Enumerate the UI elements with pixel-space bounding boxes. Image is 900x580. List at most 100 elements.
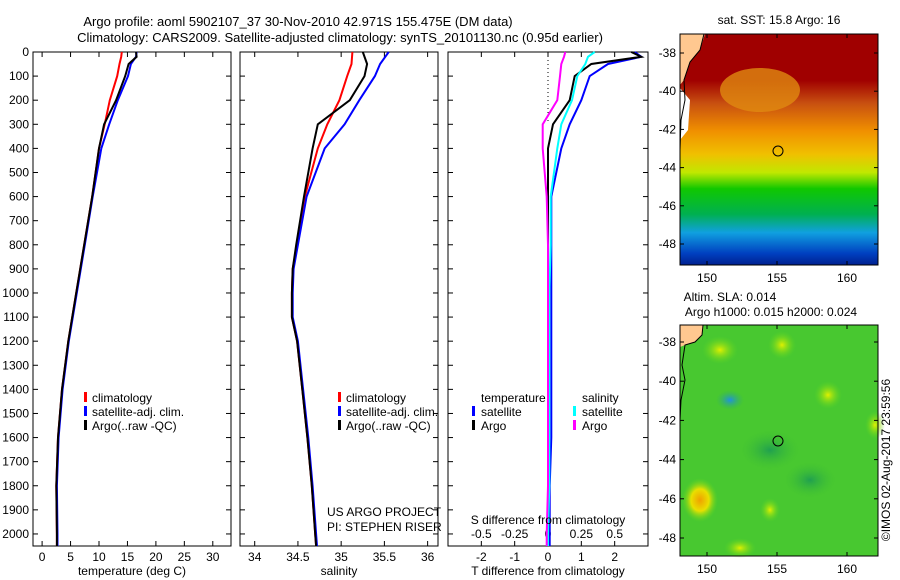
legend-label: satellite-adj. clim. [92, 405, 184, 419]
land-icon [680, 325, 703, 347]
sla-feature [682, 478, 718, 522]
x-tick-label: 30 [206, 550, 220, 564]
plot-frame [239, 51, 439, 547]
lat-tick-label: -46 [659, 492, 677, 506]
legend-heading-temperature: temperature [481, 391, 546, 405]
lat-tick-label: -42 [659, 413, 677, 427]
y-tick-label: 1500 [2, 406, 29, 420]
sla-feature [716, 390, 744, 410]
legend-swatch-s-satellite [573, 406, 576, 416]
x-tick-label: 34.5 [286, 550, 310, 564]
sla-feature [865, 411, 885, 439]
series-line-argo-raw-qc- [290, 51, 369, 547]
legend-label: Argo(..raw -QC) [92, 419, 177, 433]
legend-swatch-climatology [338, 392, 341, 402]
series-line-salinity-satellite [547, 51, 596, 546]
y-tick-label: 200 [9, 93, 29, 107]
y-tick-label: 700 [9, 214, 29, 228]
x-tick-label: 25 [178, 550, 192, 564]
s-diff-axis-label: S difference from climatology [471, 513, 626, 527]
difference-panel: -2 -1 0 1 2-0.5 -0.25 0 0.25 0.5T difference fro… [447, 51, 649, 578]
sla-feature [760, 498, 780, 522]
series-line-argo-raw-qc- [55, 51, 138, 546]
sla-map-ticks: -38 -40 -42 -44 -46 -48 150 155 160 [659, 325, 878, 576]
legend-label: Argo(..raw -QC) [346, 419, 431, 433]
legend-swatch-climatology [84, 392, 87, 402]
salinity-panel: 34 34.5 35 35.5 36 salinity [239, 51, 439, 578]
sst-map [679, 33, 879, 266]
y-tick-label: 1400 [2, 382, 29, 396]
argo-position-marker [772, 435, 784, 447]
lon-tick-label: 155 [767, 562, 787, 576]
project-label: US ARGO PROJECT [327, 505, 442, 519]
x-tick-label: 15 [121, 550, 135, 564]
x-tick-label: 36 [421, 550, 435, 564]
x-tick-label: 10 [92, 550, 106, 564]
salinity-legend: climatology satellite-adj. clim. Argo(..… [338, 391, 438, 433]
lon-tick-label: 160 [837, 271, 857, 285]
y-tick-label: 1100 [3, 310, 29, 324]
lat-tick-label: -38 [659, 46, 677, 60]
legend-swatch-t-satellite [472, 406, 475, 416]
y-tick-label: 1800 [2, 479, 29, 493]
temperature-legend: climatology satellite-adj. clim. Argo(..… [84, 391, 184, 433]
title-line-2: Climatology: CARS2009. Satellite-adjuste… [77, 30, 603, 45]
legend-label: Argo [481, 419, 507, 433]
x-axis-label: temperature (deg C) [78, 564, 186, 578]
lon-tick-label: 155 [767, 271, 787, 285]
sla-feature [724, 538, 756, 558]
imos-credit: ©IMOS 02-Aug-2017 23:59:56 [879, 379, 893, 542]
title-line-1: Argo profile: aoml 5902107_37 30-Nov-201… [83, 14, 512, 29]
x-tick-label: 35 [334, 550, 348, 564]
legend-label: satellite [481, 405, 522, 419]
x-tick-label: 5 [67, 550, 74, 564]
x-tick-label: 2 [611, 550, 618, 564]
series-line-satellite-adj-clim- [291, 51, 390, 547]
lon-tick-label: 150 [697, 562, 717, 576]
legend-swatch-t-argo [472, 420, 475, 430]
lat-tick-label: -48 [659, 531, 677, 545]
x-tick-label: 34 [248, 550, 262, 564]
sla-feature [768, 331, 796, 359]
lat-tick-label: -44 [659, 161, 677, 175]
y-tick-label: 2000 [2, 527, 29, 541]
legend-label: climatology [346, 391, 406, 405]
pi-label: PI: STEPHEN RISER [327, 520, 442, 534]
coastline [679, 33, 705, 151]
legend-swatch-satellite [338, 406, 341, 416]
sst-warm-feature [720, 68, 800, 112]
x-tick-label: -2 [476, 550, 487, 564]
series-line-satellite-adj-clim- [55, 51, 138, 546]
y-tick-label: 800 [9, 238, 29, 252]
y-tick-label: 600 [9, 190, 29, 204]
series-line-salinity-argo [541, 51, 567, 546]
legend-heading-salinity: salinity [582, 391, 619, 405]
sla-feature [702, 336, 738, 364]
y-tick-label: 900 [9, 262, 29, 276]
lon-tick-label: 150 [697, 271, 717, 285]
legend-swatch-argo [84, 420, 87, 430]
lat-tick-label: -48 [659, 237, 677, 251]
lat-tick-label: -46 [659, 199, 677, 213]
legend-swatch-argo [338, 420, 341, 430]
lat-tick-label: -40 [659, 84, 677, 98]
legend-swatch-satellite [84, 406, 87, 416]
sla-feature [784, 462, 836, 498]
y-tick-label: 100 [9, 69, 29, 83]
y-tick-label: 500 [9, 165, 29, 179]
y-tick-label: 1900 [2, 503, 29, 517]
plot-frame [32, 51, 232, 547]
s-tick-label: -0.25 [501, 527, 529, 541]
y-tick-label: 0 [22, 45, 29, 59]
legend-label: Argo [582, 419, 608, 433]
y-tick-label: 1700 [2, 455, 29, 469]
y-tick-label: 1000 [2, 286, 29, 300]
lat-tick-label: -42 [659, 122, 677, 136]
lat-tick-label: -38 [659, 335, 677, 349]
difference-legend: temperature salinity satellite Argo sate… [472, 391, 623, 433]
legend-swatch-s-argo [573, 420, 576, 430]
s-tick-label: -0.5 [471, 527, 492, 541]
sla-map [679, 324, 885, 558]
x-axis-label: T difference from climatology [471, 564, 625, 578]
